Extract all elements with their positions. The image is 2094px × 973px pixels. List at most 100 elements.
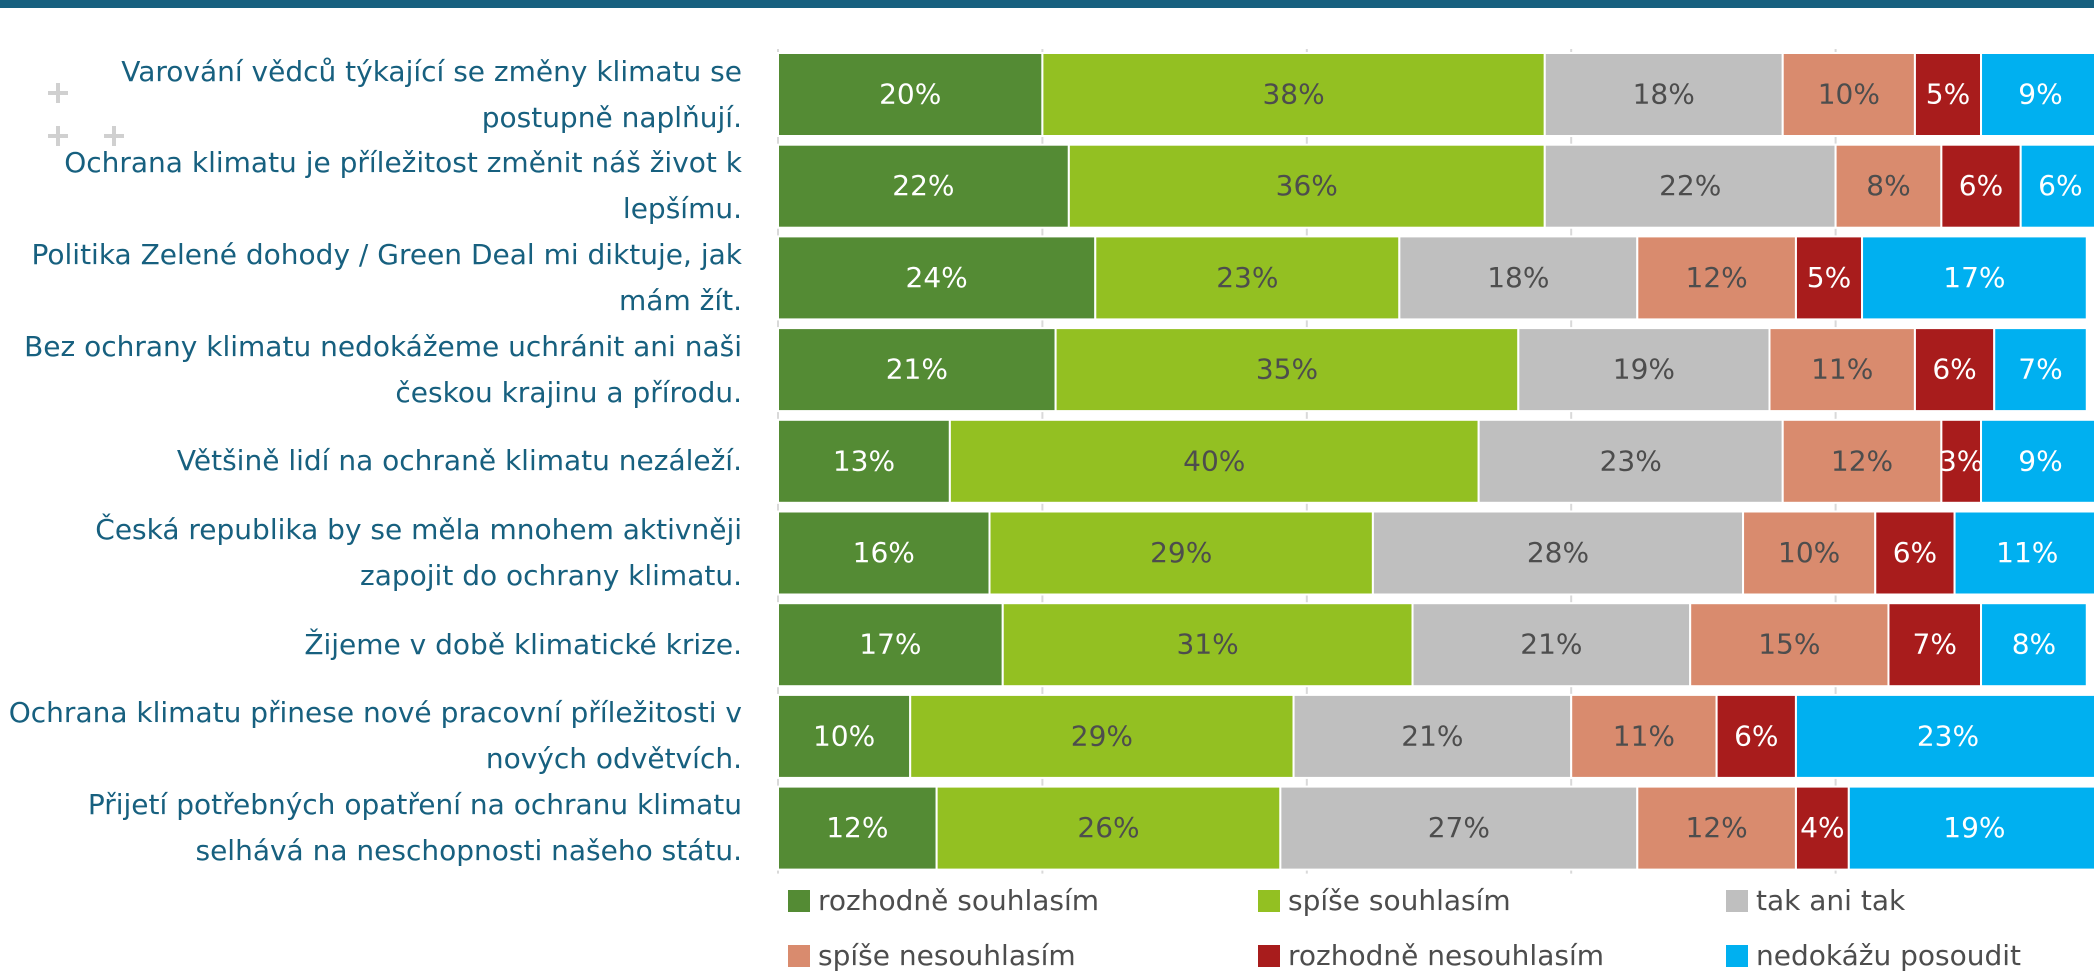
bar-segment xyxy=(777,693,912,779)
value-label: 11% xyxy=(1613,719,1675,752)
value-label: 10% xyxy=(1778,536,1840,569)
value-label: 20% xyxy=(879,78,941,111)
bar-segment xyxy=(1742,510,1877,596)
legend-swatch xyxy=(788,945,810,967)
bar-segment xyxy=(1940,418,1983,504)
value-label: 6% xyxy=(1893,536,1937,569)
value-label: 17% xyxy=(859,628,921,661)
bar-segment xyxy=(777,143,1070,229)
bar-segment xyxy=(1980,418,2094,504)
value-label: 23% xyxy=(1600,444,1662,477)
value-label: 29% xyxy=(1071,719,1133,752)
bar-segment xyxy=(1279,785,1639,871)
bar-segment xyxy=(1781,418,1943,504)
bar-segment xyxy=(777,510,991,596)
legend-swatch xyxy=(1726,890,1748,912)
value-label: 13% xyxy=(833,444,895,477)
bar-segment xyxy=(1570,693,1718,779)
value-label: 17% xyxy=(1943,261,2005,294)
value-label: 21% xyxy=(886,353,948,386)
value-label: 22% xyxy=(892,169,954,202)
value-label: 9% xyxy=(2018,78,2062,111)
value-label: 7% xyxy=(1913,628,1957,661)
bar-segment xyxy=(1543,143,1837,229)
value-label: 5% xyxy=(1807,261,1851,294)
value-label: 8% xyxy=(2012,628,2056,661)
bar-segment xyxy=(1953,510,2094,596)
value-label: 16% xyxy=(853,536,915,569)
value-label: 6% xyxy=(1734,719,1778,752)
value-label: 35% xyxy=(1256,353,1318,386)
bar-segment xyxy=(1794,693,2094,779)
value-label: 18% xyxy=(1487,261,1549,294)
legend-label: nedokážu posoudit xyxy=(1756,939,2021,972)
bar-segment xyxy=(1940,143,2022,229)
legend-label: spíše nesouhlasím xyxy=(818,939,1076,972)
bar-segment xyxy=(1980,602,2088,688)
bar-segment xyxy=(777,418,951,504)
value-label: 11% xyxy=(1996,536,2058,569)
bar-segment xyxy=(1054,327,1520,413)
value-label: 21% xyxy=(1401,719,1463,752)
value-label: 12% xyxy=(1831,444,1893,477)
value-label: 6% xyxy=(1932,353,1976,386)
value-label: 23% xyxy=(1917,719,1979,752)
bar-segment xyxy=(1292,693,1573,779)
bar-segment xyxy=(1411,602,1692,688)
category-label: Politika Zelené dohody / Green Deal mi d… xyxy=(31,237,743,317)
bar-segment xyxy=(1371,510,1745,596)
value-label: 40% xyxy=(1183,444,1245,477)
legend-label: tak ani tak xyxy=(1756,884,1906,917)
value-label: 26% xyxy=(1077,811,1139,844)
bar-segment xyxy=(1834,143,1943,229)
value-label: 24% xyxy=(906,261,968,294)
bar-segment xyxy=(1874,510,1956,596)
bar-segment xyxy=(1067,143,1546,229)
value-label: 21% xyxy=(1520,628,1582,661)
value-label: 28% xyxy=(1527,536,1589,569)
bar-segment xyxy=(1847,785,2094,871)
legend-swatch xyxy=(1258,890,1280,912)
value-label: 8% xyxy=(1866,169,1910,202)
value-label: 36% xyxy=(1276,169,1338,202)
legend-label: spíše souhlasím xyxy=(1288,884,1511,917)
value-label: 11% xyxy=(1811,353,1873,386)
value-label: 12% xyxy=(1686,261,1748,294)
category-label: Většině lidí na ochraně klimatu nezáleží… xyxy=(176,444,742,478)
category-label: Ochrana klimatu přinese nové pracovní př… xyxy=(8,696,742,776)
value-label: 10% xyxy=(813,719,875,752)
value-label: 3% xyxy=(1939,444,1983,477)
category-label: Bez ochrany klimatu nedokážeme uchránit … xyxy=(24,329,742,409)
bar-segment xyxy=(2019,143,2094,229)
value-label: 29% xyxy=(1150,536,1212,569)
bar-segment xyxy=(1861,235,2088,321)
category-label: Česká republika by se měla mnohem aktivn… xyxy=(95,513,742,592)
legend-swatch xyxy=(1726,945,1748,967)
bar-segment xyxy=(1543,52,1784,137)
value-label: 23% xyxy=(1216,261,1278,294)
value-label: 15% xyxy=(1758,628,1820,661)
bar-segment xyxy=(1768,327,1916,413)
value-label: 7% xyxy=(2018,353,2062,386)
bar-segment xyxy=(988,510,1374,596)
category-label: Ochrana klimatu je příležitost změnit ná… xyxy=(64,146,742,226)
bar-segment xyxy=(1913,52,1983,137)
legend-swatch xyxy=(788,890,810,912)
bar-segment xyxy=(1980,52,2094,137)
legend-swatch xyxy=(1258,945,1280,967)
value-label: 27% xyxy=(1428,811,1490,844)
top-border xyxy=(0,0,2094,8)
category-label: Varování vědců týkající se změny klimatu… xyxy=(121,54,742,134)
value-label: 9% xyxy=(2018,444,2062,477)
value-label: 19% xyxy=(1943,811,2005,844)
bar-segment xyxy=(1398,235,1639,321)
value-label: 22% xyxy=(1659,169,1721,202)
decoration xyxy=(48,83,124,146)
value-label: 19% xyxy=(1613,353,1675,386)
bar-segment xyxy=(777,52,1044,137)
value-label: 38% xyxy=(1262,78,1324,111)
legend-label: rozhodně souhlasím xyxy=(818,884,1099,917)
bar-segment xyxy=(1001,602,1414,688)
bar-segment xyxy=(1517,327,1771,413)
